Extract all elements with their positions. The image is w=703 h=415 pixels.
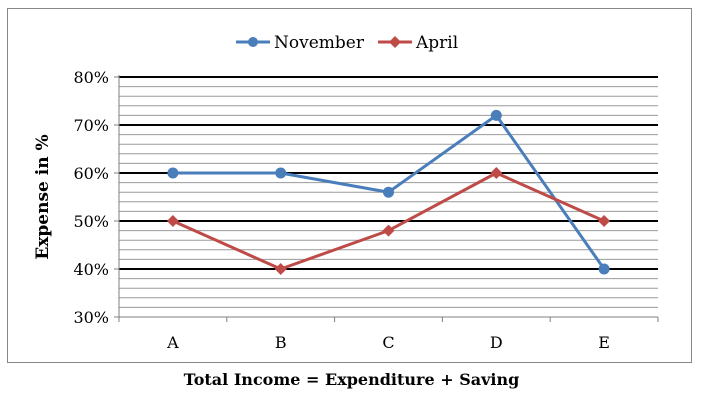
legend-label: November bbox=[274, 33, 365, 53]
data-point bbox=[490, 167, 503, 179]
data-point bbox=[382, 224, 395, 237]
x-tick-label: E bbox=[598, 333, 610, 352]
y-tick-label: 50% bbox=[73, 212, 109, 231]
x-tick-label: A bbox=[166, 333, 179, 352]
y-tick-label: 30% bbox=[73, 308, 109, 327]
chart-frame: 30% 40% 50% 60% 70% 80% A B C D E Expense in % Novem… bbox=[7, 8, 692, 363]
chart-caption: Total Income = Expenditure + Saving bbox=[183, 370, 520, 389]
x-tick-label: C bbox=[382, 333, 394, 352]
legend-marker bbox=[248, 37, 258, 47]
data-point bbox=[490, 109, 502, 121]
y-tick-label: 60% bbox=[73, 164, 109, 183]
data-point bbox=[383, 186, 394, 198]
data-point bbox=[598, 263, 610, 275]
data-point bbox=[275, 167, 287, 179]
y-tick-label: 70% bbox=[73, 116, 109, 135]
legend-label: April bbox=[415, 33, 458, 53]
y-axis-title: Expense in % bbox=[33, 134, 53, 259]
y-tick-label: 40% bbox=[73, 260, 109, 279]
data-point bbox=[166, 215, 179, 227]
x-tick-label: B bbox=[275, 333, 287, 352]
legend-marker bbox=[389, 36, 401, 48]
data-point bbox=[167, 167, 179, 179]
line-chart: 30% 40% 50% 60% 70% 80% A B C D E Expense in % Novem… bbox=[33, 33, 659, 352]
data-point bbox=[598, 215, 611, 227]
x-tick-label: D bbox=[490, 333, 503, 352]
data-point bbox=[274, 263, 287, 275]
y-tick-label: 80% bbox=[73, 68, 109, 87]
